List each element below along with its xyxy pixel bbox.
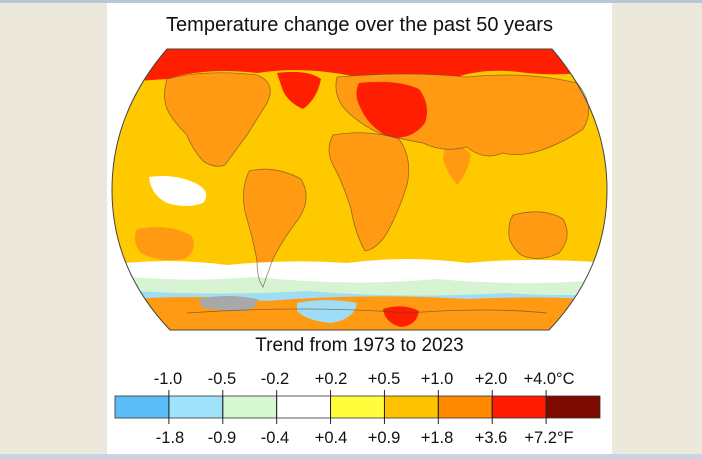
color-scale-bar: [114, 390, 601, 424]
legend-fahrenheit-label: +0.4: [314, 429, 348, 447]
figure-title: Temperature change over the past 50 year…: [166, 14, 553, 36]
scale-color-cell: [222, 395, 278, 419]
window-bottom-border: [0, 454, 702, 459]
legend-fahrenheit-label: -1.8: [155, 429, 185, 447]
map-outline: [111, 48, 608, 331]
legend-celsius-label: +4.0°C: [523, 370, 575, 388]
no-data-area: [199, 296, 258, 311]
scale-color-cell: [330, 395, 385, 419]
south-pacific-warm-patch: [134, 227, 194, 261]
figure-panel: Temperature change over the past 50 year…: [107, 3, 612, 454]
legend-fahrenheit-label: +7.2°F: [524, 429, 574, 447]
scale-color-cell: [114, 395, 170, 419]
legend-celsius-label: +1.0: [420, 370, 454, 388]
arctic-warming-band: [112, 49, 607, 83]
eurasia-strong-warming-core: [356, 81, 427, 138]
scale-color-cell: [545, 395, 601, 419]
southern-ocean-cool-band: [112, 275, 607, 299]
legend-fahrenheit-label: -0.9: [207, 429, 237, 447]
south-america-region: [243, 169, 307, 287]
north-atlantic-neutral-patch: [149, 176, 207, 206]
legend-celsius-label: -1.0: [153, 370, 183, 388]
legend-celsius-label: -0.2: [260, 370, 290, 388]
australia-region: [508, 211, 568, 259]
scale-color-cell: [491, 395, 547, 419]
india-region: [443, 146, 471, 185]
scale-color-cell: [276, 395, 331, 419]
scale-color-cell: [437, 395, 493, 419]
antarctica-cool-area: [297, 300, 357, 323]
north-america-region: [164, 72, 271, 167]
legend-celsius-label: +0.5: [367, 370, 401, 388]
scale-color-cell: [384, 395, 439, 419]
greenland-region: [277, 71, 321, 109]
legend-fahrenheit-label: -0.4: [260, 429, 290, 447]
window-top-border: [0, 0, 702, 3]
figure-subtitle: Trend from 1973 to 2023: [255, 335, 464, 356]
africa-region: [329, 132, 409, 251]
world-temperature-map: [111, 48, 608, 331]
legend-fahrenheit-label: +3.6: [474, 429, 508, 447]
legend-fahrenheit-label: +0.9: [367, 429, 401, 447]
legend-celsius-label: +0.2: [314, 370, 348, 388]
legend-celsius-label: +2.0: [474, 370, 508, 388]
coastline-overlay: [164, 72, 590, 314]
scale-color-cell: [168, 395, 224, 419]
legend-fahrenheit-label: +1.8: [420, 429, 454, 447]
legend-celsius-label: -0.5: [207, 370, 237, 388]
